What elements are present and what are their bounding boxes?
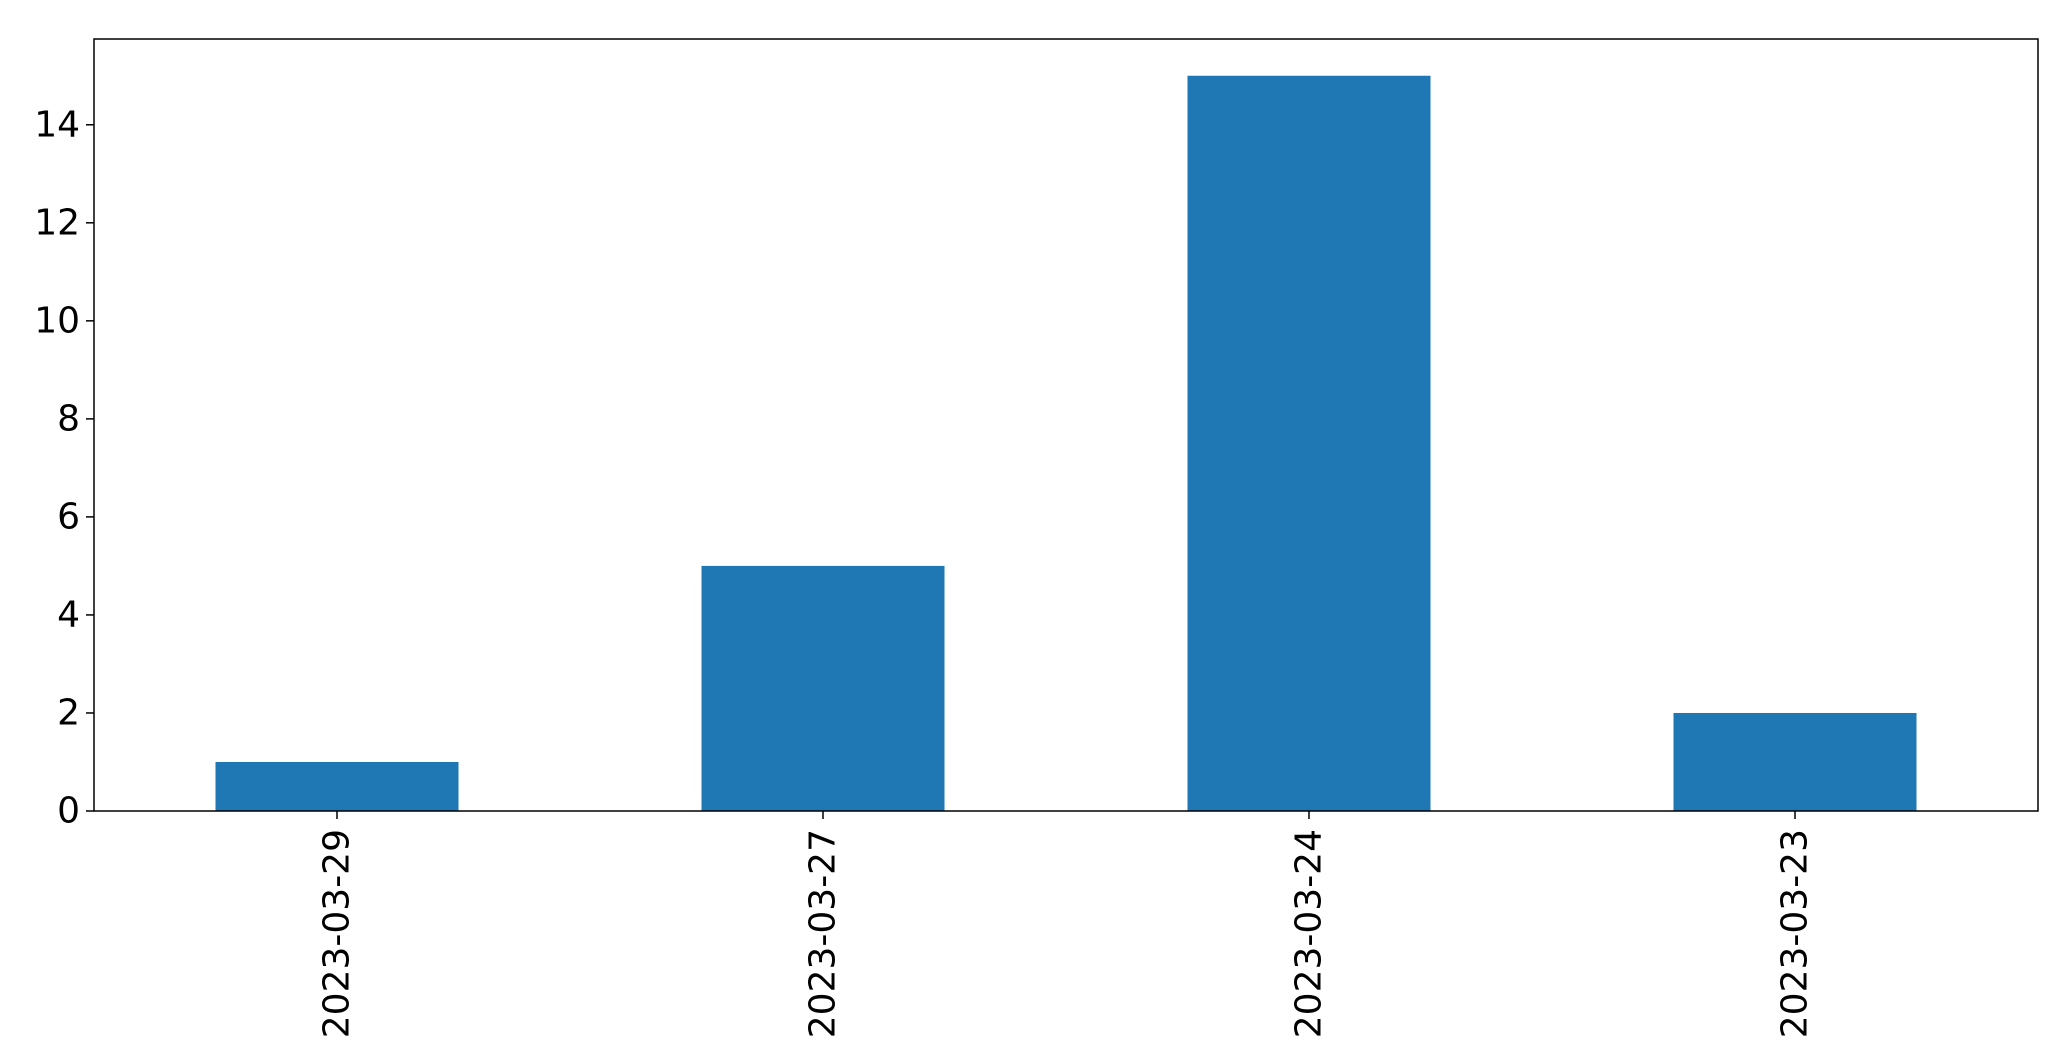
- x-axis: 2023-03-29 2023-03-27 2023-03-24 2023-03-23: [317, 811, 1816, 1038]
- x-tick-label: 2023-03-24: [1289, 829, 1330, 1038]
- y-tick-label: 4: [57, 594, 80, 635]
- y-tick-label: 2: [57, 692, 80, 733]
- plot-frame: [93, 38, 2039, 812]
- bar-2023-03-23: [1673, 712, 1917, 811]
- y-tick-label: 10: [34, 300, 80, 341]
- y-tick-label: 6: [57, 496, 80, 537]
- y-tick-label: 14: [34, 104, 80, 145]
- bar-2023-03-29: [215, 761, 459, 811]
- y-tick-label: 0: [57, 791, 80, 832]
- bar-2023-03-24: [1187, 75, 1431, 811]
- y-tick-label: 12: [34, 202, 80, 243]
- bar-2023-03-27: [701, 565, 945, 811]
- bars-layer: [215, 75, 1917, 811]
- x-tick-label: 2023-03-23: [1775, 829, 1816, 1038]
- y-axis: 0 2 4 6 8 10 12 14: [34, 104, 94, 832]
- x-tick-label: 2023-03-29: [317, 829, 358, 1038]
- x-tick-label: 2023-03-27: [803, 829, 844, 1038]
- y-tick-label: 8: [57, 398, 80, 439]
